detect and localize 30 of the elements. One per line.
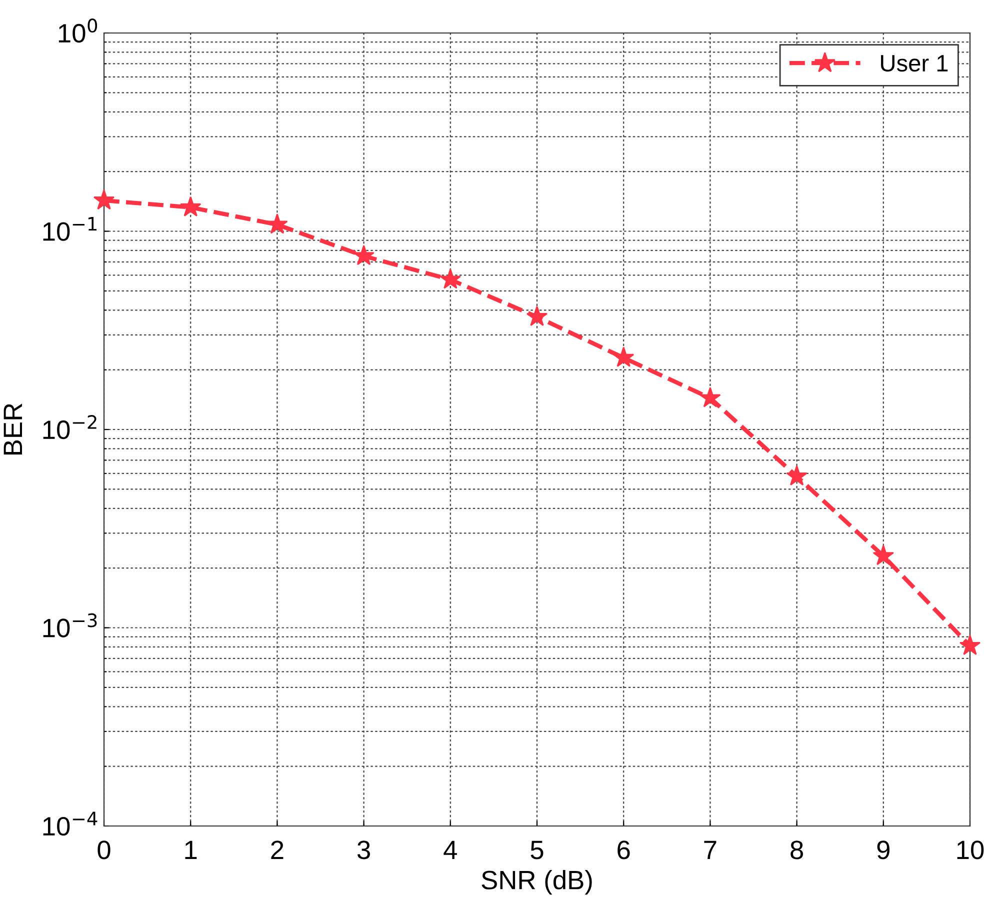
point <box>786 465 808 486</box>
x-tick-label: 2 <box>271 840 284 860</box>
legend-label: User 1 <box>881 55 948 72</box>
point <box>700 386 721 408</box>
point <box>613 346 634 367</box>
point <box>872 544 894 566</box>
y-tick-label: 10$^{0}$ <box>58 18 98 43</box>
x-tick-label: 4 <box>444 840 457 860</box>
x-tick-label: 0 <box>98 840 110 860</box>
x-tick-label: 8 <box>790 840 803 860</box>
point <box>959 634 981 656</box>
point <box>180 196 202 216</box>
point <box>266 214 288 234</box>
point <box>526 306 548 326</box>
y-tick-label: 10$^{−4}$ <box>43 812 98 836</box>
x-tick-label: 10 <box>957 840 984 860</box>
x-tick-label: 6 <box>618 840 630 860</box>
x-tick-label: 9 <box>877 840 890 860</box>
x-tick-label: 5 <box>530 840 544 860</box>
y-tick-label: 10$^{−3}$ <box>43 613 97 638</box>
y-tick-label: 10$^{−2}$ <box>43 415 96 440</box>
x-tick-label: 1 <box>185 840 197 860</box>
point <box>353 244 374 266</box>
y-axis-title: BER <box>4 404 22 454</box>
x-axis-title: SNR (dB) <box>482 870 592 895</box>
point <box>93 189 115 210</box>
x-tick-label: 3 <box>357 840 370 860</box>
x-tick-label: 7 <box>704 840 716 860</box>
point <box>440 268 461 289</box>
y-tick-label: 10$^{−1}$ <box>43 217 96 241</box>
